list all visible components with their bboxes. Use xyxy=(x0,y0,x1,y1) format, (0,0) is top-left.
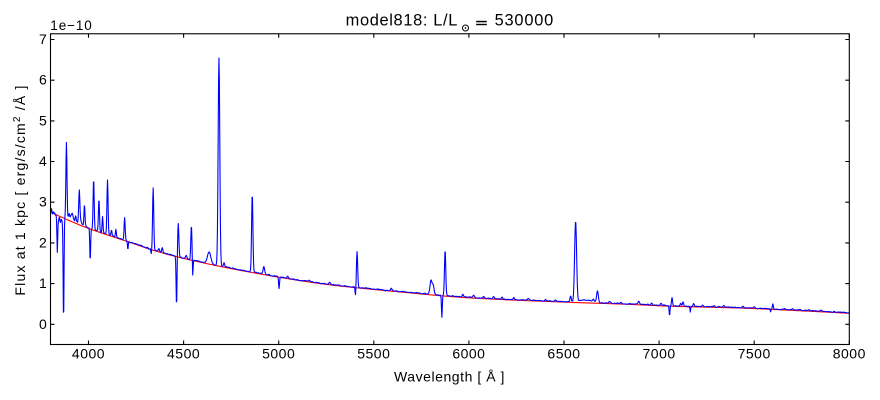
svg-text:7000: 7000 xyxy=(643,345,676,361)
svg-text:6: 6 xyxy=(39,72,47,88)
svg-text:530000: 530000 xyxy=(495,12,554,30)
svg-text:Flux at 1 kpc [ erg/s/cm2 /Å ]: Flux at 1 kpc [ erg/s/cm2 /Å ] xyxy=(12,84,28,295)
svg-text:0: 0 xyxy=(39,316,47,332)
svg-text:5: 5 xyxy=(39,112,47,128)
svg-text:3: 3 xyxy=(39,194,47,210)
svg-text:7500: 7500 xyxy=(738,345,771,361)
svg-text:5500: 5500 xyxy=(357,345,390,361)
svg-text:6500: 6500 xyxy=(547,345,580,361)
svg-text:model818: L/L: model818: L/L xyxy=(346,12,458,30)
svg-text:4000: 4000 xyxy=(72,345,105,361)
svg-text:6000: 6000 xyxy=(452,345,485,361)
svg-text:1e−10: 1e−10 xyxy=(50,18,92,33)
svg-text:8000: 8000 xyxy=(833,345,866,361)
svg-text:1: 1 xyxy=(39,275,47,291)
svg-text:7: 7 xyxy=(39,31,47,47)
svg-text:Wavelength [ Å ]: Wavelength [ Å ] xyxy=(394,368,505,384)
svg-text:5000: 5000 xyxy=(262,345,295,361)
svg-text:4: 4 xyxy=(39,153,47,169)
svg-text:2: 2 xyxy=(39,234,47,250)
svg-text:4500: 4500 xyxy=(167,345,200,361)
